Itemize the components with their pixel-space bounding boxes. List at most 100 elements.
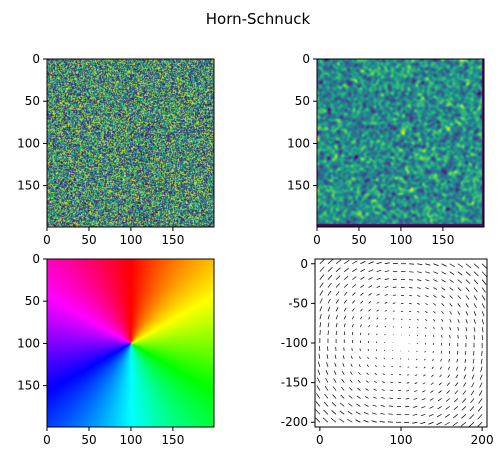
quiver-arrow xyxy=(415,374,418,377)
quiver-arrow xyxy=(315,401,321,407)
quiver-arrow xyxy=(406,382,410,384)
quiver-arrow xyxy=(318,361,321,367)
y-tick-label: 50 xyxy=(25,94,40,108)
quiver-arrow xyxy=(319,306,323,312)
quiver-arrow xyxy=(449,295,453,299)
quiver-arrow xyxy=(316,393,321,399)
flow-hue-canvas xyxy=(47,259,214,427)
quiver-arrow xyxy=(423,374,426,377)
quiver-arrow xyxy=(441,327,443,330)
quiver-arrow xyxy=(373,388,377,391)
quiver-arrow xyxy=(456,358,459,363)
y-tick-label: 100 xyxy=(17,336,40,350)
quiver-arrow xyxy=(449,271,455,275)
quiver-arrow xyxy=(367,356,369,360)
quiver-arrow xyxy=(343,331,346,336)
quiver-arrow xyxy=(479,382,483,388)
quiver-arrow xyxy=(352,308,355,312)
quiver-arrow xyxy=(480,366,483,372)
quiver-arrow xyxy=(327,282,332,288)
quiver-arrow xyxy=(357,387,361,391)
warped-image-frame xyxy=(317,59,484,227)
warped-image-canvas xyxy=(317,59,484,227)
quiver-arrow xyxy=(327,290,332,296)
quiver-arrow xyxy=(356,403,361,407)
quiver-arrow xyxy=(455,374,459,379)
quiver-arrow xyxy=(347,411,353,415)
quiver-arrow xyxy=(465,303,469,308)
x-tick-label: 100 xyxy=(389,233,412,247)
quiver-arrow xyxy=(422,382,426,385)
quiver-arrow xyxy=(389,389,393,391)
quiver-arrow xyxy=(471,382,475,388)
quiver-arrow xyxy=(417,295,421,297)
quiver-arrow xyxy=(433,279,438,282)
quiver-arrow xyxy=(373,396,377,399)
quiver-arrow xyxy=(359,356,361,359)
quiver-arrow xyxy=(340,386,345,391)
quiver-arrow xyxy=(409,279,414,281)
random-image-frame xyxy=(47,59,214,227)
quiver-arrow xyxy=(319,266,325,272)
quiver-arrow xyxy=(384,278,389,280)
quiver-arrow xyxy=(343,315,347,320)
quiver-arrow xyxy=(340,394,345,399)
quiver-arrow xyxy=(317,369,321,375)
quiver-arrow xyxy=(412,413,418,416)
quiver-arrow xyxy=(347,418,353,423)
quiver-arrow xyxy=(449,263,455,268)
quiver-arrow xyxy=(339,418,345,423)
y-tick-label: 50 xyxy=(295,94,310,108)
quiver-arrow xyxy=(365,388,369,391)
quiver-arrow xyxy=(368,317,371,320)
quiver-arrow xyxy=(409,263,415,265)
quiver-arrow xyxy=(376,317,379,320)
quiver-arrow xyxy=(319,314,322,320)
quiver-arrow xyxy=(384,317,387,320)
quiver-arrow xyxy=(365,380,369,383)
x-tick-label: 50 xyxy=(351,233,366,247)
quiver-arrow xyxy=(323,401,329,407)
quiver-arrow xyxy=(392,278,397,280)
quiver-arrow xyxy=(335,299,339,304)
quiver-arrow xyxy=(379,420,385,423)
quiver-arrow xyxy=(436,421,442,426)
quiver-arrow xyxy=(319,330,321,336)
quiver-arrow xyxy=(392,286,397,288)
quiver-arrow xyxy=(449,311,452,315)
quiver-arrow xyxy=(431,366,434,369)
quiver-arrow xyxy=(323,409,329,415)
quiver-arrow xyxy=(439,374,442,378)
quiver-arrow xyxy=(319,258,326,264)
quiver-arrow xyxy=(322,417,329,423)
quiver-arrow xyxy=(319,274,325,280)
quiver-arrow xyxy=(433,326,435,330)
quiver-arrow xyxy=(416,350,418,353)
quiver-arrow xyxy=(433,263,439,267)
quiver-arrow xyxy=(417,303,420,305)
quiver-arrow xyxy=(409,271,414,273)
warped-image-ticks: 0 50 100 150 0 50 100 150 xyxy=(287,52,454,247)
quiver-arrow xyxy=(319,345,321,351)
quiver-arrow xyxy=(417,271,422,274)
quiver-arrow xyxy=(355,419,361,423)
quiver-arrow xyxy=(479,374,483,380)
y-tick-label: 100 xyxy=(287,136,310,150)
quiver-arrow xyxy=(462,398,467,403)
quiver-arrow xyxy=(352,316,355,320)
quiver-arrow xyxy=(446,382,450,386)
quiver-arrow xyxy=(348,395,353,399)
quiver-arrow xyxy=(319,298,323,304)
quiver-arrow xyxy=(405,398,410,400)
quiver-arrow xyxy=(425,271,430,274)
quiver-arrow xyxy=(455,382,459,387)
quiver-arrow xyxy=(384,294,388,296)
quiver-arrow xyxy=(344,259,350,265)
quiver-arrow xyxy=(335,267,341,272)
quiver-arrow xyxy=(416,326,419,329)
quiver-arrow xyxy=(324,385,329,391)
quiver-arrow xyxy=(417,318,419,321)
quiver-arrow xyxy=(392,302,396,304)
quiver-arrow xyxy=(392,294,396,296)
quiver-arrow xyxy=(350,371,353,375)
